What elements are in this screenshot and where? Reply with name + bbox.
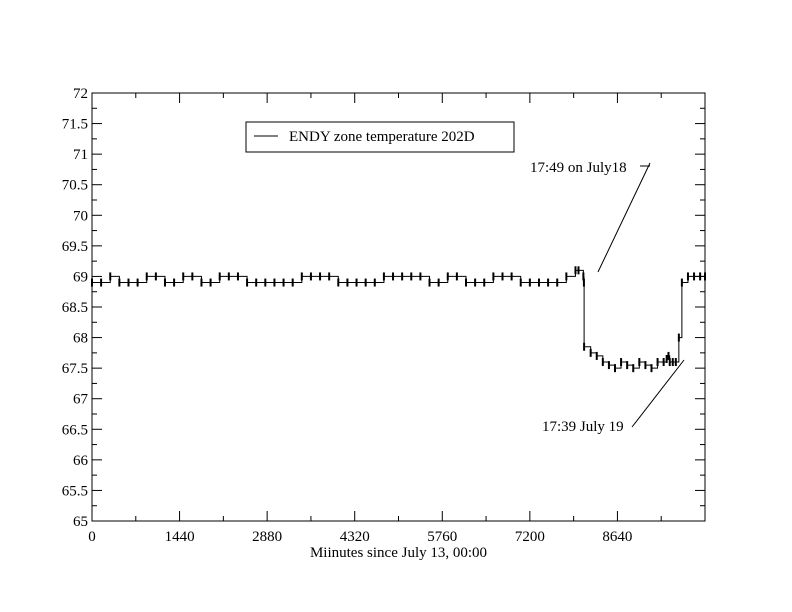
y-tick-label: 70.5 bbox=[62, 178, 88, 194]
legend-box bbox=[245, 121, 515, 153]
y-tick-label: 65.5 bbox=[62, 483, 88, 499]
y-tick-label: 68.5 bbox=[62, 300, 88, 316]
legend-entry: ENDY zone temperature 202D bbox=[289, 129, 475, 145]
ticks-layer bbox=[91, 92, 706, 522]
series-line-0 bbox=[92, 269, 705, 369]
x-axis-title: Miinutes since July 13, 00:00 bbox=[310, 545, 487, 561]
x-tick-label: 0 bbox=[88, 529, 96, 545]
annotations-layer: 17:49 on July18 17:39 July 19 bbox=[530, 160, 685, 435]
x-tick-label: 5760 bbox=[427, 529, 457, 545]
y-tick-label: 69 bbox=[73, 269, 88, 285]
x-tick-label: 1440 bbox=[165, 529, 195, 545]
y-tick-label: 66 bbox=[73, 453, 89, 469]
plot-frame bbox=[91, 92, 706, 522]
annotation-label-2: 17:39 July 19 bbox=[542, 419, 624, 435]
annotation-label-1: 17:49 on July18 bbox=[530, 160, 627, 176]
y-tick-label: 65 bbox=[73, 514, 88, 530]
x-tick-label: 2880 bbox=[252, 529, 282, 545]
y-tick-label: 67 bbox=[73, 392, 89, 408]
annotation-leader-1 bbox=[597, 162, 651, 273]
y-tick-label: 70 bbox=[73, 208, 88, 224]
x-tick-label: 4320 bbox=[340, 529, 370, 545]
y-tick-label: 68 bbox=[73, 331, 88, 347]
y-tick-label: 67.5 bbox=[62, 361, 88, 377]
annotation-leader-2 bbox=[631, 359, 685, 428]
series-layer bbox=[91, 266, 706, 373]
legend: ENDY zone temperature 202D bbox=[245, 121, 515, 153]
y-tick-label: 69.5 bbox=[62, 239, 88, 255]
y-tick-label: 72 bbox=[73, 86, 88, 102]
y-tick-label: 71 bbox=[73, 147, 88, 163]
y-tick-label: 71.5 bbox=[62, 117, 88, 133]
x-tick-label: 8640 bbox=[602, 529, 632, 545]
labels-layer: 0 1440 2880 4320 5760 7200 8640 65 65.5 66 66.5 67 6… bbox=[62, 86, 633, 561]
y-tick-label: 66.5 bbox=[62, 422, 88, 438]
x-tick-label: 7200 bbox=[515, 529, 545, 545]
